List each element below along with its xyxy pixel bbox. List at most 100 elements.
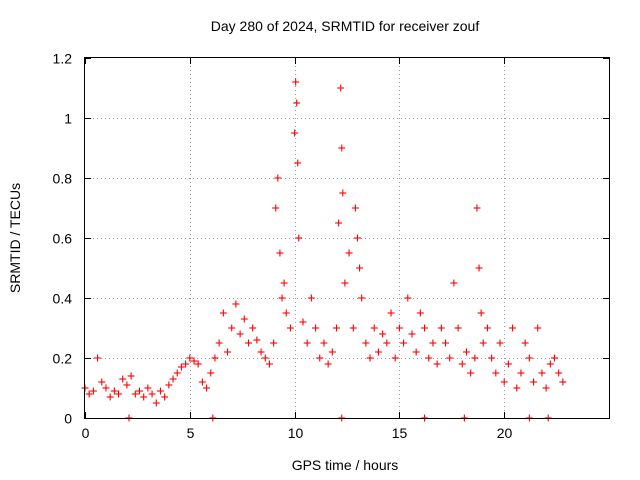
data-point (366, 354, 374, 362)
data-point (458, 360, 466, 368)
data-point (272, 204, 280, 212)
y-tick-label: 0.4 (53, 291, 73, 307)
data-point (224, 348, 232, 356)
data-point (358, 294, 366, 302)
data-point (135, 387, 143, 395)
data-point (387, 309, 395, 317)
data-point (156, 387, 164, 395)
data-point (299, 318, 307, 326)
x-tick-label: 0 (82, 425, 90, 441)
data-point (473, 204, 481, 212)
data-point (194, 360, 202, 368)
x-tick-label: 5 (187, 425, 195, 441)
data-point (433, 360, 441, 368)
data-point (161, 393, 169, 401)
data-point (416, 309, 424, 317)
y-tick-label: 0.2 (53, 351, 73, 367)
data-point (261, 354, 269, 362)
data-point (521, 339, 529, 347)
data-point (509, 324, 517, 332)
data-point (115, 390, 123, 398)
data-point (412, 348, 420, 356)
data-point (274, 174, 282, 182)
data-point (349, 324, 357, 332)
data-point (165, 381, 173, 389)
data-point (215, 339, 223, 347)
data-point (429, 339, 437, 347)
data-point (335, 219, 343, 227)
chart-title: Day 280 of 2024, SRMTID for receiver zou… (211, 18, 480, 34)
data-point (425, 354, 433, 362)
data-point (341, 279, 349, 287)
data-point (293, 99, 301, 107)
data-point (102, 384, 110, 392)
data-point (353, 234, 361, 242)
y-tick-label: 1 (64, 111, 72, 127)
data-point (119, 375, 127, 383)
data-point (404, 294, 412, 302)
data-point (307, 294, 315, 302)
data-point (144, 384, 152, 392)
data-point (483, 324, 491, 332)
data-point (496, 339, 504, 347)
data-point (525, 354, 533, 362)
data-point (312, 324, 320, 332)
data-point (492, 369, 500, 377)
data-point (249, 324, 257, 332)
data-point (106, 393, 114, 401)
data-point (471, 354, 479, 362)
data-point (504, 360, 512, 368)
data-point (292, 78, 300, 86)
data-point (85, 390, 93, 398)
data-point (324, 360, 332, 368)
data-point (395, 324, 403, 332)
data-point (148, 390, 156, 398)
grid-lines (85, 58, 609, 418)
data-point (316, 354, 324, 362)
data-point (383, 339, 391, 347)
data-point (328, 348, 336, 356)
data-point (140, 393, 148, 401)
data-point (291, 129, 299, 137)
data-point (152, 399, 160, 407)
data-point (546, 360, 554, 368)
data-point (477, 309, 485, 317)
x-tick-label: 20 (497, 425, 513, 441)
y-tick-label: 0.6 (53, 231, 73, 247)
data-point (295, 234, 303, 242)
data-point (177, 363, 185, 371)
axis-ticks: 0 0.2 0.4 0.6 0.8 1 1.2 0 5 10 15 20 (53, 51, 609, 441)
data-point (333, 324, 341, 332)
data-point (94, 354, 102, 362)
data-point (559, 378, 567, 386)
data-point (169, 375, 177, 383)
data-point (207, 369, 215, 377)
plot-frame (84, 57, 610, 419)
x-axis-label: GPS time / hours (292, 457, 399, 473)
data-point (462, 348, 470, 356)
data-point (198, 378, 206, 386)
data-point (339, 189, 347, 197)
data-point (236, 330, 244, 338)
data-point (500, 378, 508, 386)
data-point (228, 324, 236, 332)
data-point (294, 159, 302, 167)
data-point (450, 279, 458, 287)
data-points (81, 78, 567, 422)
data-point (253, 336, 261, 344)
data-point (374, 348, 382, 356)
data-point (408, 330, 416, 338)
data-point (127, 372, 135, 380)
x-tick-label: 10 (288, 425, 304, 441)
data-point (534, 324, 542, 332)
data-point (190, 357, 198, 365)
data-point (391, 354, 399, 362)
data-point (278, 294, 286, 302)
data-point (538, 369, 546, 377)
data-point (517, 369, 525, 377)
data-point (270, 339, 278, 347)
data-point (320, 339, 328, 347)
data-point (123, 381, 131, 389)
data-point (337, 84, 345, 92)
